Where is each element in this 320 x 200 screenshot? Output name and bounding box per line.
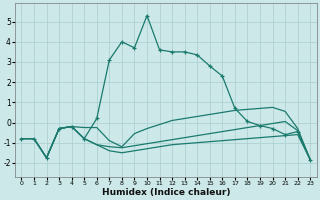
X-axis label: Humidex (Indice chaleur): Humidex (Indice chaleur) xyxy=(101,188,230,197)
